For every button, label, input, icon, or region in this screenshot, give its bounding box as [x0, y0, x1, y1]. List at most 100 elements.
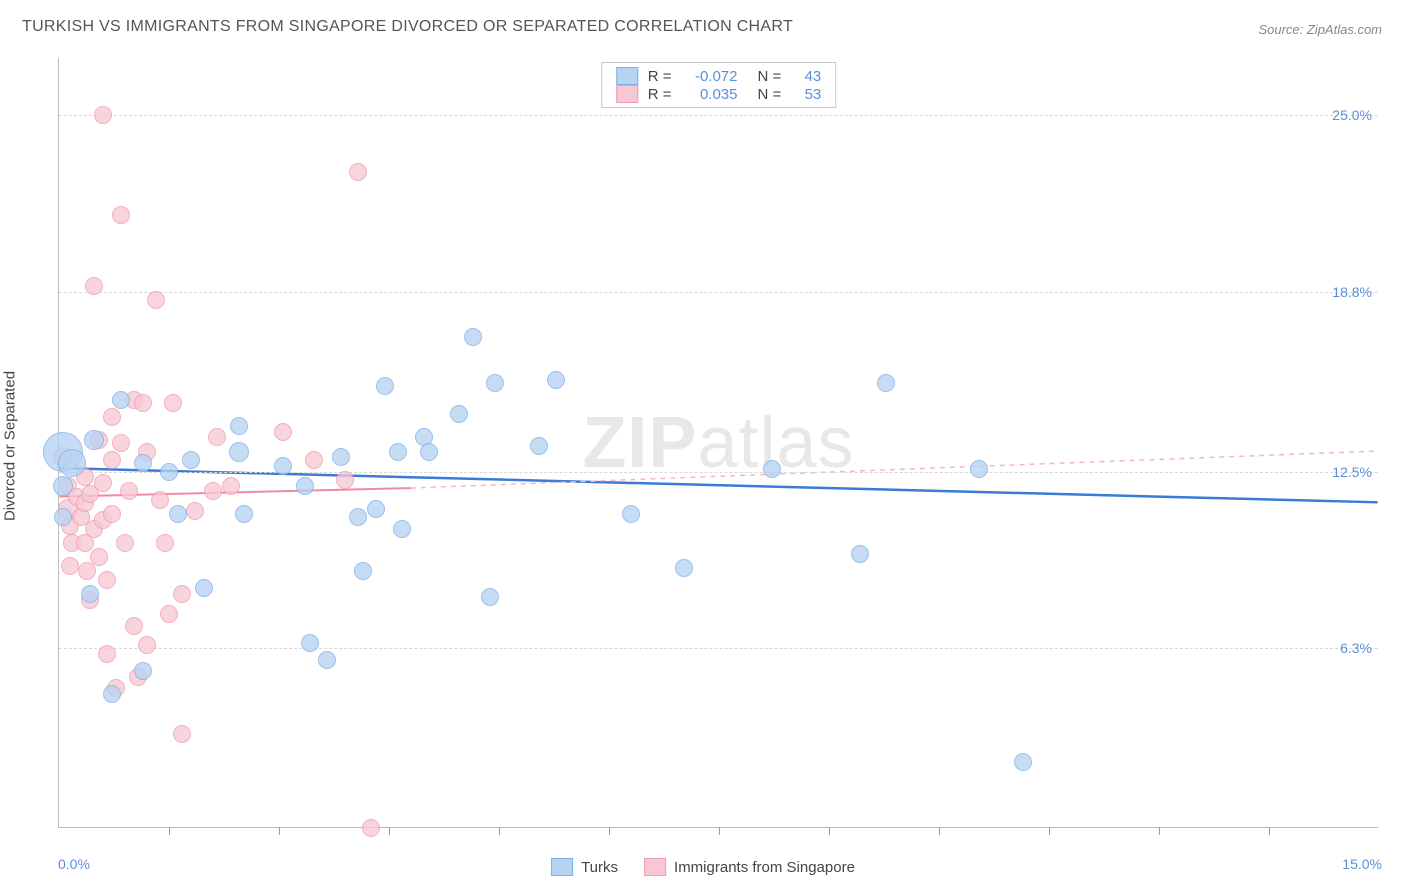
legend-swatch: [616, 67, 638, 85]
y-tick-label: 25.0%: [1332, 107, 1372, 123]
plot-area: ZIPatlas R =-0.072N =43R =0.035N =53 6.3…: [58, 58, 1378, 828]
scatter-point-singapore: [173, 585, 191, 603]
scatter-point-turks: [230, 417, 248, 435]
scatter-point-turks: [486, 374, 504, 392]
scatter-point-turks: [160, 463, 178, 481]
scatter-point-turks: [274, 457, 292, 475]
x-tick: [389, 827, 390, 835]
scatter-point-turks: [547, 371, 565, 389]
x-tick: [279, 827, 280, 835]
y-tick-label: 12.5%: [1332, 464, 1372, 480]
series-legend-item: Turks: [551, 858, 618, 876]
scatter-point-turks: [84, 430, 104, 450]
stats-legend: R =-0.072N =43R =0.035N =53: [601, 62, 837, 108]
r-value: 0.035: [682, 86, 738, 103]
scatter-point-turks: [1014, 753, 1032, 771]
scatter-point-turks: [301, 634, 319, 652]
scatter-point-singapore: [151, 491, 169, 509]
n-label: N =: [758, 68, 782, 85]
scatter-point-singapore: [85, 277, 103, 295]
scatter-point-singapore: [94, 106, 112, 124]
scatter-point-singapore: [173, 725, 191, 743]
y-tick-label: 6.3%: [1340, 640, 1372, 656]
scatter-point-turks: [675, 559, 693, 577]
x-tick: [1159, 827, 1160, 835]
x-axis-max-label: 15.0%: [1342, 856, 1382, 872]
chart-title: TURKISH VS IMMIGRANTS FROM SINGAPORE DIV…: [22, 18, 793, 36]
x-tick: [719, 827, 720, 835]
scatter-point-singapore: [125, 617, 143, 635]
scatter-point-turks: [58, 449, 86, 477]
x-axis-min-label: 0.0%: [58, 856, 90, 872]
scatter-point-turks: [81, 585, 99, 603]
scatter-point-singapore: [103, 451, 121, 469]
scatter-point-singapore: [138, 636, 156, 654]
scatter-point-turks: [169, 505, 187, 523]
scatter-point-singapore: [208, 428, 226, 446]
scatter-point-turks: [393, 520, 411, 538]
scatter-point-turks: [296, 477, 314, 495]
r-label: R =: [648, 68, 672, 85]
scatter-point-turks: [530, 437, 548, 455]
n-value: 43: [791, 68, 821, 85]
scatter-point-turks: [112, 391, 130, 409]
scatter-point-singapore: [61, 557, 79, 575]
series-legend: Turks Immigrants from Singapore: [551, 858, 855, 876]
scatter-point-turks: [763, 460, 781, 478]
scatter-point-turks: [481, 588, 499, 606]
scatter-point-singapore: [147, 291, 165, 309]
stats-legend-row: R =-0.072N =43: [616, 67, 822, 85]
scatter-point-singapore: [120, 482, 138, 500]
scatter-point-singapore: [160, 605, 178, 623]
scatter-point-turks: [851, 545, 869, 563]
scatter-point-singapore: [336, 471, 354, 489]
trend-lines-svg: [59, 58, 1378, 827]
scatter-point-turks: [229, 442, 249, 462]
scatter-point-turks: [970, 460, 988, 478]
scatter-point-singapore: [164, 394, 182, 412]
scatter-point-singapore: [116, 534, 134, 552]
gridline: [59, 292, 1378, 293]
scatter-point-singapore: [94, 474, 112, 492]
scatter-point-turks: [235, 505, 253, 523]
scatter-point-turks: [318, 651, 336, 669]
r-label: R =: [648, 86, 672, 103]
scatter-point-turks: [420, 443, 438, 461]
gridline: [59, 472, 1378, 473]
scatter-point-turks: [877, 374, 895, 392]
scatter-point-turks: [53, 476, 73, 496]
scatter-point-singapore: [349, 163, 367, 181]
series-legend-item: Immigrants from Singapore: [644, 858, 855, 876]
y-axis-title: Divorced or Separated: [2, 371, 19, 521]
legend-swatch: [551, 858, 573, 876]
scatter-point-singapore: [134, 394, 152, 412]
legend-swatch: [616, 85, 638, 103]
scatter-point-turks: [332, 448, 350, 466]
scatter-point-turks: [349, 508, 367, 526]
scatter-point-turks: [622, 505, 640, 523]
scatter-point-singapore: [204, 482, 222, 500]
scatter-point-turks: [195, 579, 213, 597]
scatter-point-singapore: [274, 423, 292, 441]
scatter-point-turks: [354, 562, 372, 580]
x-tick: [609, 827, 610, 835]
gridline: [59, 648, 1378, 649]
scatter-point-singapore: [112, 434, 130, 452]
scatter-point-turks: [367, 500, 385, 518]
scatter-point-turks: [134, 662, 152, 680]
scatter-point-singapore: [156, 534, 174, 552]
scatter-point-singapore: [103, 408, 121, 426]
n-value: 53: [791, 86, 821, 103]
scatter-point-singapore: [98, 571, 116, 589]
scatter-point-turks: [182, 451, 200, 469]
x-tick: [1269, 827, 1270, 835]
x-tick: [1049, 827, 1050, 835]
source-attribution: Source: ZipAtlas.com: [1258, 22, 1382, 37]
scatter-point-turks: [389, 443, 407, 461]
gridline: [59, 115, 1378, 116]
scatter-point-turks: [103, 685, 121, 703]
series-name: Immigrants from Singapore: [674, 859, 855, 876]
x-tick: [829, 827, 830, 835]
trend-line: [411, 451, 1378, 488]
scatter-point-singapore: [98, 645, 116, 663]
